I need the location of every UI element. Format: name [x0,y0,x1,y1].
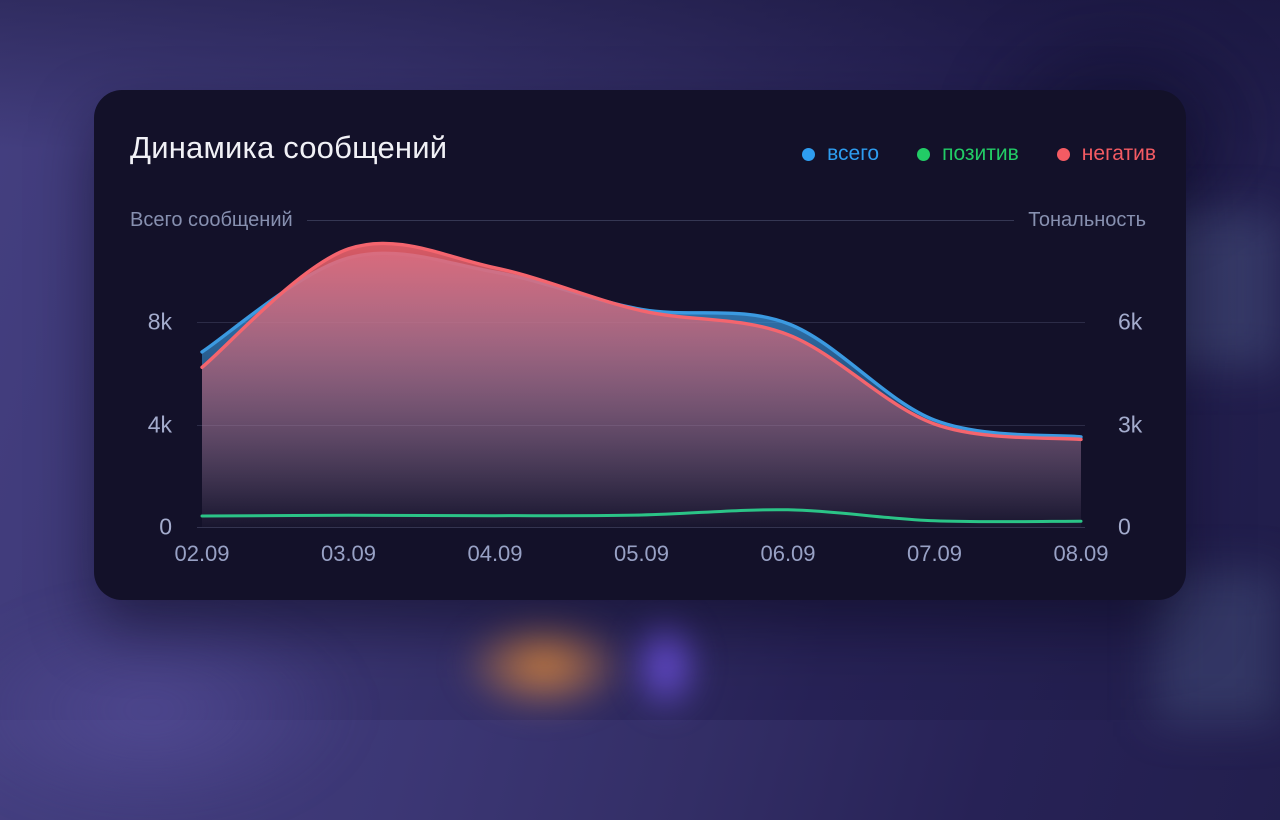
legend-item-total[interactable]: всего [802,142,879,166]
background-glow [0,600,360,820]
legend-dot-negative [1056,147,1070,161]
line-series-positive [200,508,1083,524]
x-axis-label: 06.09 [760,541,816,566]
background-orange-blob [428,596,660,732]
legend-label-negative: негатив [1081,142,1156,165]
legend-label-positive: позитив [942,142,1019,165]
legend-label-total: всего [827,142,880,165]
right-axis-tick: 0 [1118,513,1131,540]
x-axis-label: 02.09 [174,541,230,566]
legend-dot-positive [917,147,931,161]
chart-canvas [200,241,1083,528]
x-axis-label: 05.09 [613,541,670,566]
x-axis-label: 04.09 [467,541,523,566]
gridline-baseline [197,527,1085,528]
axis-header-row: Всего сообщений Тональность [130,208,1146,232]
x-axis-label: 07.09 [906,541,963,566]
left-axis-title: Всего сообщений [130,208,293,231]
legend-item-negative[interactable]: негатив [1056,142,1156,166]
left-axis-tick: 4k [147,411,172,438]
x-axis-labels: 02.09 03.09 04.09 05.09 06.09 07.09 08.0… [94,541,1186,569]
right-axis-title: Тональность [1028,208,1146,231]
chart-legend: всего позитив негатив [802,142,1156,166]
area-series-negative [202,243,1081,528]
line-series-negative [200,241,1083,442]
left-axis-tick: 8k [147,308,172,335]
left-axis-tick: 0 [159,513,172,540]
chart-plot-area[interactable] [200,240,1083,530]
x-axis-label: 08.09 [1053,541,1109,566]
message-dynamics-card: Динамика сообщений всего позитив негатив… [94,90,1186,600]
x-axis-label: 03.09 [320,541,377,566]
axis-header-divider [306,219,1015,221]
background-violet-blob [616,590,716,736]
right-axis-tick: 6k [1118,308,1143,335]
legend-item-positive[interactable]: позитив [917,142,1019,166]
chart-title: Динамика сообщений [130,130,448,165]
right-axis-tick: 3k [1118,411,1143,438]
legend-dot-total [802,147,816,161]
